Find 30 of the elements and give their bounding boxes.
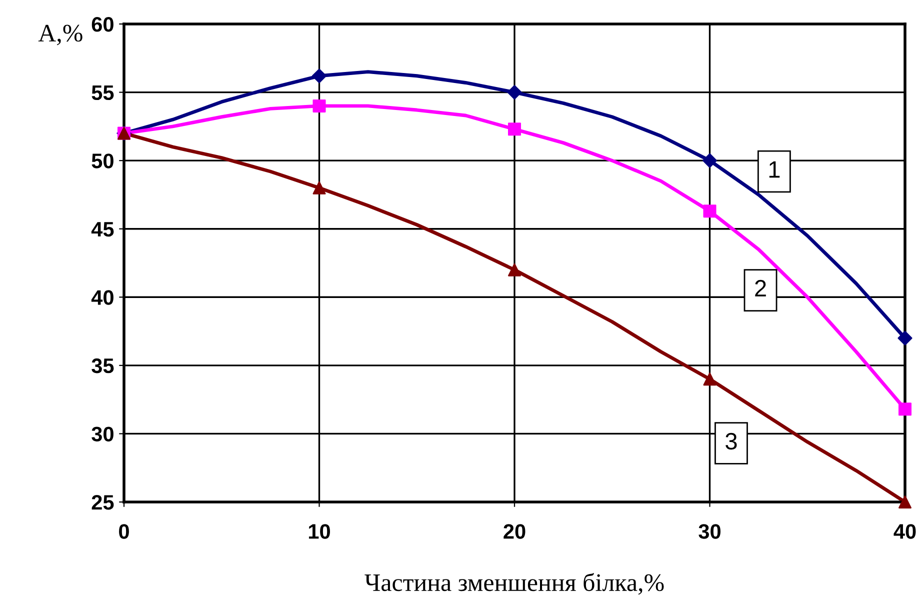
x-tick-label: 40: [894, 524, 916, 539]
point: [508, 122, 522, 136]
y-tick-label: 30: [92, 426, 114, 442]
annotation: 3: [726, 432, 737, 450]
point: [898, 330, 912, 346]
y-axis-title: А,%: [38, 24, 82, 46]
y-tick-label: 40: [91, 290, 114, 305]
x-axis-title: Частина зменшення білка,%: [364, 572, 664, 595]
x-tick-label: 20: [504, 524, 526, 539]
x-tick-label: 0: [119, 524, 129, 539]
point: [508, 263, 522, 276]
point: [507, 85, 522, 100]
annotation: 1: [769, 161, 780, 178]
point: [312, 181, 326, 194]
point: [703, 372, 716, 386]
point: [312, 99, 326, 112]
x-tick-label: 10: [308, 524, 330, 539]
y-tick-label: 25: [92, 495, 114, 510]
y-tick-label: 55: [92, 86, 114, 100]
point: [898, 495, 912, 509]
y-tick-label: 50: [92, 154, 114, 168]
x-tick-label: 30: [698, 524, 720, 539]
annotation: 2: [755, 280, 766, 296]
y-tick-label: 60: [92, 17, 114, 32]
y-tick-label: 35: [92, 358, 114, 374]
point: [702, 153, 718, 168]
point: [703, 204, 716, 218]
point: [898, 402, 912, 416]
point: [312, 68, 327, 84]
y-tick-label: 45: [91, 222, 114, 237]
